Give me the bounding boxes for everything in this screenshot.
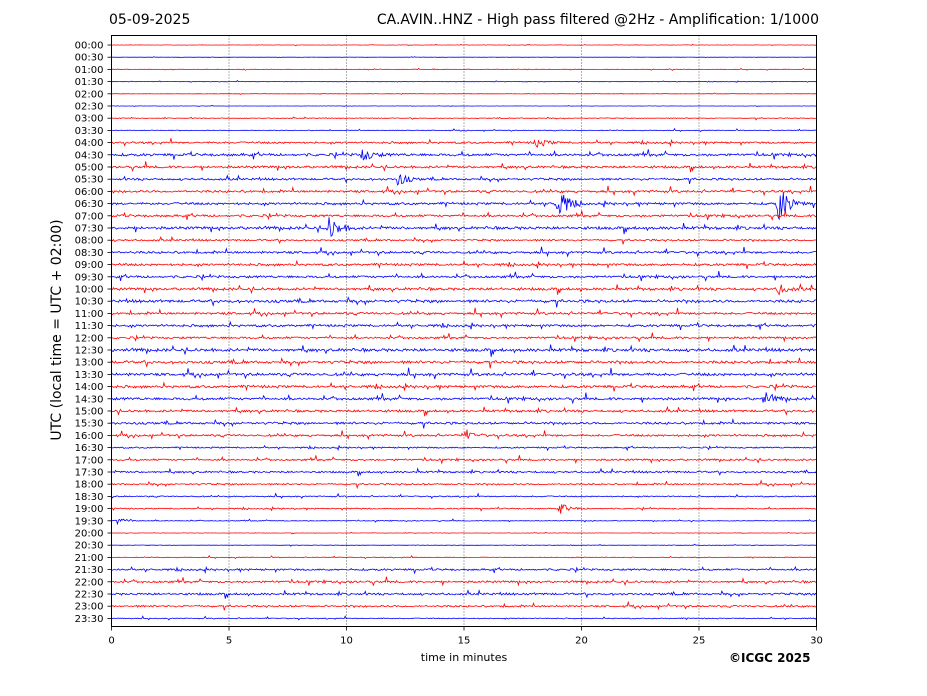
- y-tick-label: 06:00: [75, 187, 104, 198]
- y-tick-label: 21:00: [75, 553, 104, 564]
- trace-1300: [111, 357, 817, 369]
- trace-1030: [111, 296, 817, 308]
- trace-1830: [111, 492, 817, 500]
- y-tick-label: 21:30: [75, 565, 104, 576]
- trace-0730: [111, 217, 817, 237]
- y-tick-label: 16:30: [75, 443, 104, 454]
- y-tick-label: 08:30: [75, 248, 104, 259]
- y-tick-label: 19:00: [75, 504, 104, 515]
- y-tick-label: 22:00: [75, 577, 104, 588]
- trace-1930: [111, 518, 817, 526]
- trace-1600: [111, 429, 817, 441]
- y-tick-label: 22:30: [75, 590, 104, 601]
- grid-layer: [228, 35, 700, 627]
- trace-1530: [111, 417, 817, 429]
- y-tick-label: 14:00: [75, 382, 104, 393]
- copyright-label: ©ICGC 2025: [729, 651, 811, 665]
- trace-0400: [111, 138, 817, 148]
- trace-2030: [111, 543, 817, 547]
- y-tick-label: 20:00: [75, 529, 104, 540]
- y-tick-label: 13:30: [75, 370, 104, 381]
- y-tick-label: 17:00: [75, 455, 104, 466]
- trace-0230: [111, 104, 817, 107]
- x-tick-label: 0: [108, 636, 114, 647]
- trace-2200: [111, 576, 817, 587]
- y-tick-label: 11:00: [75, 309, 104, 320]
- y-tick-label: 04:30: [75, 150, 104, 161]
- y-tick-label: 05:00: [75, 163, 104, 174]
- trace-1200: [111, 332, 817, 343]
- y-tick-label: 03:30: [75, 126, 104, 137]
- y-tick-label: 12:30: [75, 346, 104, 357]
- y-tick-label: 08:00: [75, 236, 104, 247]
- y-tick-label: 15:00: [75, 407, 104, 418]
- y-tick-label: 10:00: [75, 285, 104, 296]
- trace-0600: [111, 185, 817, 197]
- y-tick-label: 10:30: [75, 297, 104, 308]
- x-tick-label: 10: [340, 636, 353, 647]
- y-tick-label: 18:00: [75, 480, 104, 491]
- trace-0430: [111, 149, 817, 161]
- y-tick-label: 09:00: [75, 260, 104, 271]
- x-axis-label: time in minutes: [420, 651, 508, 664]
- y-tick-label: 13:00: [75, 358, 104, 369]
- trace-0900: [111, 259, 817, 269]
- y-tick-label: 23:00: [75, 602, 104, 613]
- y-tick-label: 23:30: [75, 614, 104, 625]
- y-tick-label: 07:30: [75, 224, 104, 235]
- y-tick-label: 20:30: [75, 541, 104, 552]
- trace-0300: [111, 116, 817, 121]
- trace-1900: [111, 504, 817, 514]
- y-tick-label: 02:00: [75, 89, 104, 100]
- x-tick-label: 15: [458, 636, 471, 647]
- x-tick-label: 20: [575, 636, 588, 647]
- y-tick-label: 15:30: [75, 419, 104, 430]
- plot-frame: [111, 35, 817, 627]
- y-tick-label: 07:00: [75, 211, 104, 222]
- date-label: 05-09-2025: [109, 12, 191, 28]
- x-ticks-layer: 0 5 10 15 20 25 30: [108, 626, 823, 647]
- y-tick-label: 06:30: [75, 199, 104, 210]
- trace-0200: [111, 92, 817, 95]
- y-tick-label: 02:30: [75, 102, 104, 113]
- trace-2000: [111, 531, 817, 535]
- trace-1730: [111, 467, 817, 477]
- y-tick-label: 09:30: [75, 272, 104, 283]
- y-tick-label: 00:30: [75, 53, 104, 64]
- trace-0830: [111, 246, 817, 258]
- y-tick-label: 03:00: [75, 114, 104, 125]
- x-tick-label: 5: [226, 636, 232, 647]
- y-tick-label: 05:30: [75, 175, 104, 186]
- y-tick-label: 18:30: [75, 492, 104, 503]
- y-tick-label: 14:30: [75, 394, 104, 405]
- trace-1330: [111, 367, 817, 380]
- y-tick-label: 00:00: [75, 41, 104, 52]
- y-tick-label: 19:30: [75, 516, 104, 527]
- chart-title: CA.AVIN..HNZ - High pass filtered @2Hz -…: [376, 12, 819, 28]
- y-tick-label: 01:30: [75, 77, 104, 88]
- y-tick-label: 04:00: [75, 138, 104, 149]
- trace-0330: [111, 127, 817, 133]
- x-tick-label: 30: [810, 636, 823, 647]
- y-tick-label: 12:00: [75, 333, 104, 344]
- trace-1000: [111, 282, 817, 296]
- y-tick-label: 17:30: [75, 468, 104, 479]
- trace-1800: [111, 479, 817, 490]
- trace-1130: [111, 320, 817, 330]
- y-tick-label: 11:30: [75, 321, 104, 332]
- trace-0500: [111, 161, 817, 173]
- y-tick-label: 16:00: [75, 431, 104, 442]
- y-tick-label: 01:00: [75, 65, 104, 76]
- x-tick-label: 25: [693, 636, 706, 647]
